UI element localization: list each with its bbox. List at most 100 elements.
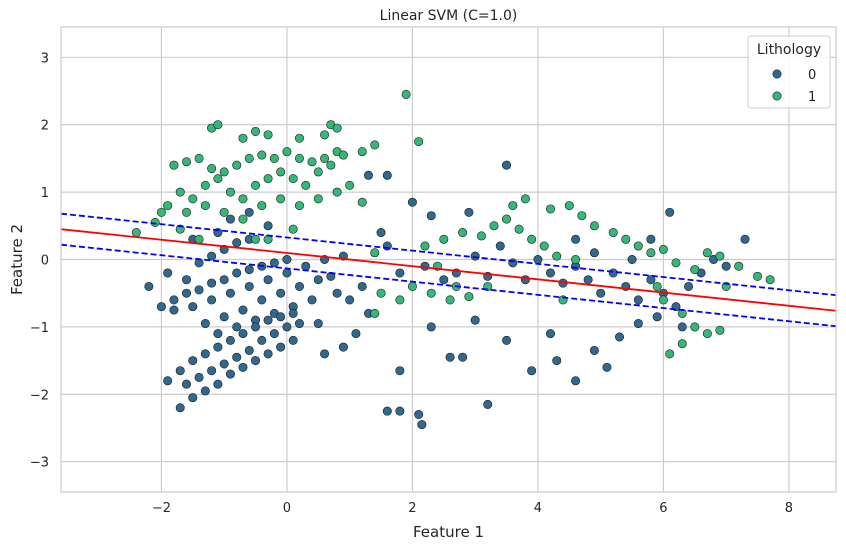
data-point-class-0: [169, 295, 179, 305]
legend-label: 0: [808, 68, 816, 83]
data-point-class-1: [200, 201, 210, 211]
decision-boundary-line: [60, 228, 837, 312]
data-point-class-1: [225, 187, 235, 197]
data-point-class-0: [156, 302, 166, 312]
data-point-class-1: [182, 207, 192, 217]
data-point-class-0: [646, 275, 656, 285]
data-point-class-0: [294, 281, 304, 291]
data-point-class-0: [225, 214, 235, 224]
data-point-class-1: [232, 160, 242, 170]
data-point-class-0: [251, 322, 261, 332]
data-point-class-0: [382, 406, 392, 416]
data-point-class-0: [351, 329, 361, 339]
data-point-class-1: [263, 174, 273, 184]
data-point-class-1: [658, 295, 668, 305]
data-point-class-1: [539, 241, 549, 251]
data-point-class-1: [690, 322, 700, 332]
data-point-class-0: [589, 345, 599, 355]
data-point-class-0: [232, 352, 242, 362]
data-point-class-1: [131, 228, 141, 238]
data-point-class-1: [476, 231, 486, 241]
data-point-class-1: [326, 160, 336, 170]
data-point-class-0: [596, 288, 606, 298]
y-tick-labels: −3 −2 −1 0 1 2 3: [30, 51, 49, 470]
data-point-class-0: [414, 409, 424, 419]
y-tick-label: 2: [41, 119, 49, 134]
data-point-class-1: [502, 214, 512, 224]
data-point-class-0: [407, 197, 417, 207]
data-point-class-0: [583, 275, 593, 285]
data-point-class-0: [263, 221, 273, 231]
data-point-class-0: [545, 268, 555, 278]
data-point-class-1: [677, 339, 687, 349]
data-point-class-1: [338, 150, 348, 160]
data-point-class-1: [715, 325, 725, 335]
x-tick-label: 0: [283, 501, 291, 516]
data-point-class-1: [370, 140, 380, 150]
data-point-class-0: [175, 366, 185, 376]
data-point-class-1: [163, 201, 173, 211]
margin-line: [60, 243, 837, 328]
data-point-class-0: [313, 319, 323, 329]
data-point-class-0: [207, 366, 217, 376]
data-point-class-0: [194, 285, 204, 295]
data-point-class-0: [194, 372, 204, 382]
data-point-class-1: [370, 308, 380, 318]
data-point-class-0: [182, 275, 192, 285]
y-tick-label: −3: [30, 456, 49, 471]
data-point-class-1: [238, 214, 248, 224]
data-point-class-0: [188, 356, 198, 366]
data-point-class-1: [589, 221, 599, 231]
data-point-class-0: [219, 359, 229, 369]
data-point-class-1: [307, 157, 317, 167]
data-point-class-0: [238, 305, 248, 315]
data-point-class-0: [282, 268, 292, 278]
data-point-class-0: [225, 288, 235, 298]
data-point-class-0: [458, 352, 468, 362]
data-point-class-0: [395, 406, 405, 416]
data-point-class-0: [207, 251, 217, 261]
data-point-class-1: [251, 234, 261, 244]
data-point-class-0: [420, 261, 430, 271]
data-point-class-0: [627, 255, 637, 265]
data-point-class-0: [470, 315, 480, 325]
x-tick-label: 8: [785, 501, 793, 516]
data-point-class-0: [646, 234, 656, 244]
data-point-class-0: [495, 241, 505, 251]
data-point-class-1: [514, 224, 524, 234]
data-point-class-1: [257, 150, 267, 160]
data-point-class-0: [445, 352, 455, 362]
data-point-class-1: [288, 224, 298, 234]
data-point-class-1: [765, 275, 775, 285]
data-point-class-0: [520, 275, 530, 285]
data-point-class-0: [602, 362, 612, 372]
data-point-class-0: [395, 268, 405, 278]
data-point-class-1: [294, 201, 304, 211]
data-point-class-1: [320, 153, 330, 163]
x-axis-label: Feature 1: [413, 523, 484, 541]
data-point-class-0: [363, 170, 373, 180]
data-point-class-1: [313, 194, 323, 204]
data-point-class-1: [200, 180, 210, 190]
data-point-class-0: [571, 376, 581, 386]
data-point-class-1: [175, 187, 185, 197]
data-point-class-0: [263, 315, 273, 325]
data-point-class-1: [257, 201, 267, 211]
data-point-class-0: [282, 322, 292, 332]
legend-label: 1: [808, 90, 816, 105]
data-point-class-0: [244, 265, 254, 275]
data-point-class-1: [376, 288, 386, 298]
data-point-class-1: [169, 160, 179, 170]
data-point-class-1: [621, 234, 631, 244]
margin-line: [60, 212, 837, 297]
data-point-class-0: [307, 295, 317, 305]
data-point-class-1: [288, 174, 298, 184]
y-tick-label: 3: [41, 51, 49, 66]
data-point-class-1: [671, 258, 681, 268]
x-tick-label: −2: [152, 501, 171, 516]
legend-box: [747, 35, 831, 109]
data-point-class-1: [545, 204, 555, 214]
data-point-class-0: [238, 329, 248, 339]
data-point-class-0: [207, 278, 217, 288]
